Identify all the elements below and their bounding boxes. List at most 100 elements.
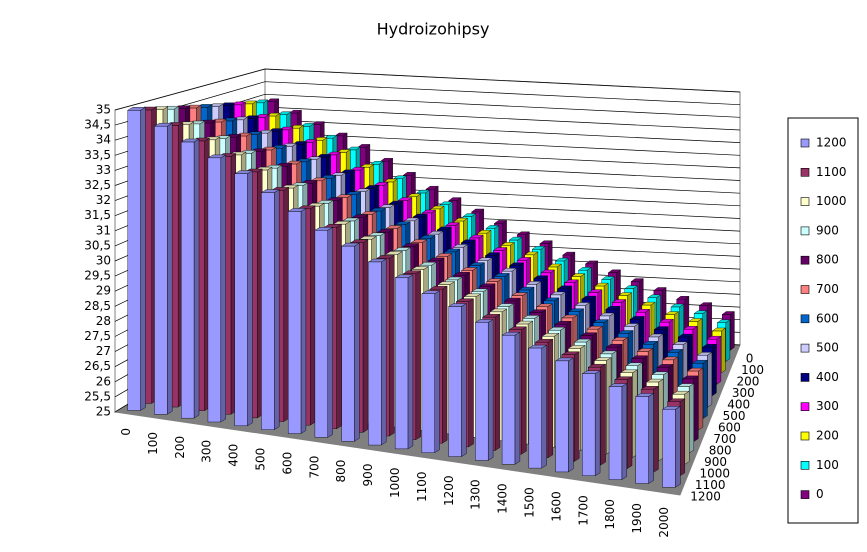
legend-label: 0 (816, 487, 824, 501)
x-tick-label: 500 (253, 448, 267, 471)
legend-swatch (800, 285, 810, 294)
bar-side (434, 290, 440, 454)
x-tick-label: 1000 (388, 468, 402, 499)
y-tick-label: 31,5 (84, 208, 111, 222)
bar-side (354, 242, 360, 442)
bar-side (688, 383, 694, 454)
x-tick-label: 400 (227, 444, 241, 467)
z-tick-label: 700 (713, 432, 736, 446)
bar-side (389, 254, 395, 437)
x-tick-label: 600 (280, 452, 294, 475)
z-tick-label: 500 (723, 409, 746, 423)
bar-side (547, 338, 553, 459)
legend-swatch (800, 343, 810, 353)
x-tick-label: 700 (307, 456, 321, 479)
x-tick-label: 1100 (415, 471, 429, 502)
bar-side (653, 385, 659, 473)
bar-side (488, 319, 494, 461)
legend-swatch (800, 226, 810, 236)
x-tick-label: 2000 (657, 507, 671, 538)
bar-front (635, 396, 649, 484)
bar-side (626, 376, 633, 469)
bar (180, 138, 200, 419)
y-tick-label: 33,5 (84, 148, 111, 162)
bar-front (368, 261, 382, 446)
y-tick-label: 31 (96, 223, 111, 237)
legend-label: 800 (816, 253, 839, 267)
bar-side (283, 187, 289, 422)
bar-side (725, 319, 731, 362)
bar-front (341, 245, 355, 442)
bar (474, 319, 494, 461)
bar-side (730, 311, 735, 351)
x-tick-label: 1500 (523, 487, 537, 518)
y-tick-label: 29,5 (84, 269, 111, 283)
legend-label: 500 (816, 341, 839, 355)
z-tick-label: 1000 (700, 467, 731, 481)
bar (528, 344, 548, 469)
legend-label: 200 (816, 429, 839, 443)
bar-side (716, 335, 722, 385)
bar-side (247, 170, 253, 427)
y-tick-label: 27,5 (84, 329, 111, 343)
bar-front (234, 173, 248, 427)
bar-side (140, 106, 146, 411)
z-tick-label: 1200 (690, 490, 721, 504)
bar (233, 170, 254, 427)
bar-side (415, 270, 421, 441)
bar (501, 331, 521, 465)
legend-label: 1100 (816, 165, 847, 179)
legend-swatch (800, 431, 810, 441)
bar-side (679, 398, 685, 477)
z-tick-label: 800 (709, 444, 732, 458)
bar-side (521, 326, 527, 455)
bar-side (711, 343, 717, 397)
bar-front (662, 409, 676, 488)
x-tick-label: 1200 (442, 475, 456, 506)
x-tick-label: 300 (200, 440, 214, 463)
z-tick-label: 100 (741, 363, 764, 377)
z-tick-label: 900 (704, 455, 727, 469)
y-tick-label: 32 (96, 193, 111, 207)
bar-side (541, 344, 547, 469)
x-tick-label: 800 (334, 460, 348, 483)
bar (314, 226, 334, 438)
chart-title: Hydroizohipsy (377, 20, 490, 39)
y-tick-label: 26,5 (84, 359, 111, 373)
bar-side (600, 363, 606, 466)
bar-side (274, 189, 280, 431)
legend-label: 600 (816, 311, 839, 325)
y-tick-label: 30 (96, 254, 111, 268)
bar-side (494, 313, 501, 451)
legend-swatch (800, 138, 810, 148)
legend-swatch (800, 168, 810, 177)
bar-side (327, 226, 333, 438)
bar (287, 208, 307, 434)
bar-front (421, 293, 435, 453)
bar (447, 303, 468, 457)
bar (421, 290, 441, 454)
legend-box (787, 117, 859, 524)
bar-side (381, 258, 387, 446)
bar (153, 122, 173, 415)
bar-front (475, 322, 489, 461)
bar-side (707, 351, 713, 408)
legend-swatch (800, 314, 810, 324)
bar-side (621, 383, 627, 480)
y-tick-label: 25,5 (84, 389, 111, 403)
z-tick-label: 200 (736, 374, 759, 388)
z-tick-label: 600 (718, 421, 741, 435)
bar-side (693, 375, 699, 442)
legend-label: 300 (816, 399, 839, 413)
y-tick-label: 30,5 (84, 238, 111, 252)
y-tick-label: 28,5 (84, 299, 111, 313)
bar (340, 242, 361, 442)
y-tick-label: 34,5 (84, 118, 111, 132)
bar-side (648, 393, 654, 484)
legend-label: 900 (816, 223, 839, 237)
bar-side (568, 357, 574, 473)
z-tick-label: 0 (746, 351, 754, 365)
y-tick-label: 26 (96, 374, 111, 388)
